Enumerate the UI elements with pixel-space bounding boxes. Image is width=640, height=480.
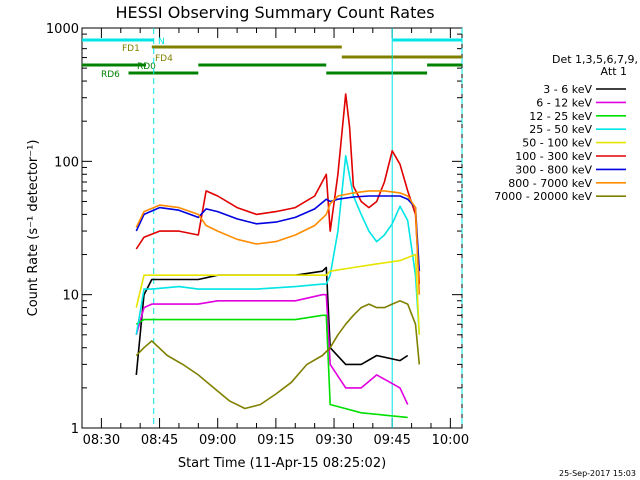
x-tick-label: 09:15 xyxy=(257,433,294,448)
axis-ticks xyxy=(81,28,462,429)
legend-entry-label: 12 - 25 keV xyxy=(529,110,592,123)
x-tick-labels: 08:30 08:45 09:00 09:15 09:30 09:45 10:00 xyxy=(83,433,469,448)
series-line xyxy=(135,190,421,295)
x-tick-label: 09:30 xyxy=(315,433,352,448)
series-line xyxy=(135,300,421,410)
legend-entry-label: 25 - 50 keV xyxy=(529,123,592,136)
status-bar-label: RD0 xyxy=(137,62,156,72)
data-series xyxy=(135,93,421,419)
x-axis-label: Start Time (11-Apr-15 08:25:02) xyxy=(178,456,386,471)
event-lines xyxy=(153,28,463,428)
series-line xyxy=(135,253,421,335)
status-bar-label: N xyxy=(158,37,165,47)
legend-entry-label: 7000 - 20000 keV xyxy=(494,190,592,203)
series-line xyxy=(135,155,421,335)
y-axis-label: Count Rate (s⁻¹ detector⁻¹) xyxy=(26,140,41,317)
legend-entry-label: 6 - 12 keV xyxy=(536,96,592,109)
legend-header-line-1: Det 1,3,5,6,7,9, xyxy=(552,53,638,66)
x-tick-label: 08:30 xyxy=(83,433,120,448)
legend-entry-label: 50 - 100 keV xyxy=(522,137,592,150)
legend-entry-label: 300 - 800 keV xyxy=(515,163,592,176)
series-line xyxy=(135,314,408,419)
status-bar-label: FD1 xyxy=(122,44,140,54)
legend-entry-label: 800 - 7000 keV xyxy=(508,177,592,190)
status-bar-label: FD4 xyxy=(155,54,173,64)
x-tick-label: 10:00 xyxy=(432,433,469,448)
y-tick-label: 1 xyxy=(71,422,79,437)
legend-entry-label: 100 - 300 keV xyxy=(515,150,592,163)
plot-area xyxy=(81,27,463,429)
status-bar-label: RD6 xyxy=(101,70,120,80)
legend-header-line-2: Att 1 xyxy=(601,65,627,78)
series-line xyxy=(135,293,409,405)
series-line xyxy=(135,93,421,285)
y-tick-label: 1000 xyxy=(46,22,79,37)
legend-entry-label: 3 - 6 keV xyxy=(543,83,592,96)
y-tick-labels: 1 10 100 1000 xyxy=(46,22,79,437)
chart-title: HESSI Observing Summary Count Rates xyxy=(115,3,434,22)
y-tick-label: 10 xyxy=(62,289,79,304)
y-tick-label: 100 xyxy=(54,155,79,170)
date-stamp: 25-Sep-2017 15:03 xyxy=(559,469,636,478)
x-tick-label: 09:45 xyxy=(373,433,410,448)
x-tick-label: 08:45 xyxy=(141,433,178,448)
series-line xyxy=(135,195,421,272)
series-line xyxy=(135,266,409,375)
x-tick-label: 09:00 xyxy=(199,433,236,448)
